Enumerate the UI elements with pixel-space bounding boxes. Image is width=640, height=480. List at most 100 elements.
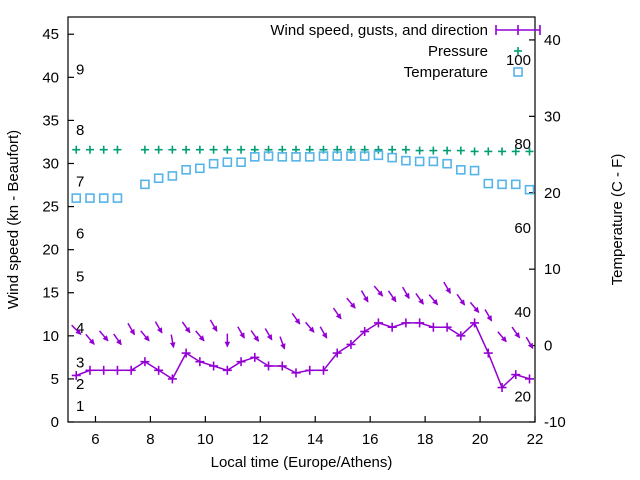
temperature-point <box>222 157 233 167</box>
y-tick-label: 20 <box>42 242 59 259</box>
wind-speed-point <box>373 318 383 328</box>
temperature-point <box>373 150 384 161</box>
y-tick-label: 0 <box>51 414 59 431</box>
wind-speed-point <box>140 357 150 367</box>
temperature-point <box>208 158 219 169</box>
temperature-point <box>140 179 150 190</box>
y-tick-label: 10 <box>42 328 59 345</box>
y2-tick-label: 10 <box>544 261 561 278</box>
temperature-point <box>442 158 452 169</box>
wind-direction-arrow <box>443 281 451 295</box>
wind-speed-point <box>99 365 109 375</box>
fahrenheit-label: 40 <box>514 304 531 321</box>
y2-axis-title: Temperature (C - F) <box>609 154 626 286</box>
temperature-point <box>85 193 95 203</box>
temperature-point <box>318 151 329 161</box>
x-tick-label: 18 <box>417 431 434 448</box>
temperature-point <box>181 165 191 175</box>
axis-titles: Local time (Europe/Athens) Wind speed (kn… <box>5 130 626 471</box>
y2-tick-label: 0 <box>544 338 552 355</box>
wind-speed-point <box>167 374 177 384</box>
fahrenheit-label: 20 <box>514 388 531 405</box>
beaufort-label: 6 <box>76 225 84 242</box>
y2-tick-label: 30 <box>544 108 561 125</box>
temperature-point <box>291 152 301 162</box>
pressure-point <box>374 145 383 154</box>
series-temperature <box>71 150 535 203</box>
beaufort-label: 7 <box>76 174 84 191</box>
beaufort-label: 4 <box>76 320 84 337</box>
temperature-point <box>469 165 480 176</box>
x-tick-label: 10 <box>197 431 214 448</box>
wind-direction-arrows <box>71 281 534 350</box>
fahrenheit-label: 100 <box>506 52 531 69</box>
temperature-point <box>304 152 315 162</box>
y2-tick-label: -10 <box>544 414 566 431</box>
beaufort-label: 1 <box>76 398 84 415</box>
temperature-point <box>524 184 535 195</box>
wind-speed-point <box>264 361 274 371</box>
beaufort-label: 8 <box>76 122 84 139</box>
beaufort-label: 9 <box>76 62 84 79</box>
x-tick-label: 12 <box>252 431 269 448</box>
pressure-point <box>72 145 81 154</box>
wind-speed-point <box>112 365 122 375</box>
wind-speed-point <box>415 318 425 328</box>
wind-direction-arrow <box>224 333 231 348</box>
wind-speed-point <box>277 361 287 371</box>
wind-speed-point <box>346 339 356 349</box>
wind-direction-arrow <box>85 333 95 345</box>
x-tick-label: 22 <box>527 431 544 448</box>
wind-speed-point <box>305 365 315 375</box>
wind-direction-arrow <box>332 307 342 320</box>
wind-speed-point <box>181 348 191 358</box>
wind-direction-arrow <box>113 333 122 346</box>
legend-label: Temperature <box>404 64 488 81</box>
x-axis-title: Local time (Europe/Athens) <box>211 454 393 471</box>
series-wind-speed <box>71 318 535 393</box>
wind-direction-arrow <box>511 326 521 339</box>
wind-speed-point <box>470 318 480 328</box>
pressure-point <box>525 147 534 156</box>
wind-speed-point <box>209 361 219 371</box>
temperature-point <box>510 179 521 190</box>
y2-axis-ticks: -10 0 10 20 30 40 <box>529 32 566 431</box>
wind-speed-point <box>401 318 411 328</box>
wind-direction-arrow <box>360 290 369 303</box>
wind-direction-arrow <box>154 321 163 334</box>
fahrenheit-label: 60 <box>514 220 531 237</box>
wind-direction-arrow <box>209 319 218 332</box>
temperature-point <box>250 152 260 162</box>
pressure-point <box>209 145 218 154</box>
pressure-point <box>429 146 438 155</box>
wind-speed-point <box>126 365 136 375</box>
y2-tick-label: 20 <box>544 185 561 202</box>
pressure-point <box>85 145 94 154</box>
temperature-point <box>483 178 494 189</box>
temperature-point <box>112 193 123 203</box>
wind-direction-arrow <box>250 330 260 342</box>
wind-speed-point <box>360 327 370 337</box>
temperature-point <box>277 152 288 162</box>
temperature-point <box>359 151 370 161</box>
pressure-point <box>140 145 149 154</box>
pressure-point <box>182 145 191 154</box>
x-tick-label: 16 <box>362 431 379 448</box>
x-tick-label: 14 <box>307 431 324 448</box>
x-tick-label: 6 <box>91 431 99 448</box>
y-tick-label: 30 <box>42 155 59 172</box>
pressure-point <box>456 146 465 155</box>
pressure-point <box>498 147 507 156</box>
wind-direction-arrow <box>456 293 466 306</box>
wind-speed-point <box>511 370 521 380</box>
pressure-point <box>99 145 108 154</box>
wind-speed-point <box>250 352 260 362</box>
pressure-point <box>443 146 452 155</box>
legend-marker <box>495 25 541 35</box>
y-tick-label: 35 <box>42 112 59 129</box>
wind-speed-point <box>195 357 205 367</box>
fahrenheit-label: 80 <box>514 136 531 153</box>
fahrenheit-scale-labels: 20 40 60 80 100 <box>506 52 531 405</box>
y-tick-label: 15 <box>42 285 59 302</box>
pressure-point <box>223 145 232 154</box>
